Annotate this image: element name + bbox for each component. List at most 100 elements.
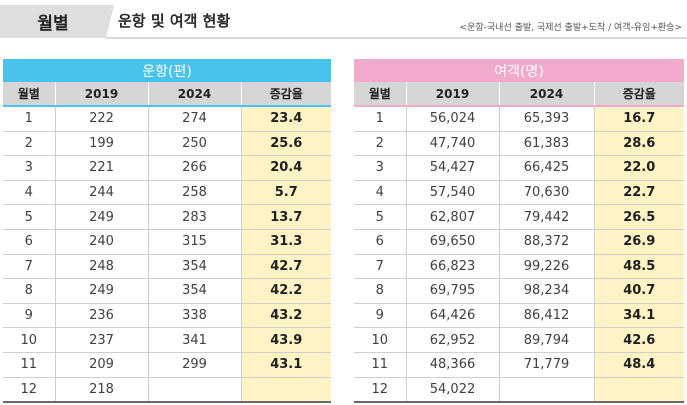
table-row: 12 218 (3, 377, 332, 404)
month-cell: 8 (3, 278, 55, 304)
value-2019-cell: 248 (54, 254, 148, 280)
table-row: 1 222 274 23.4 (3, 106, 332, 132)
month-cell: 9 (354, 303, 406, 329)
table-row: 11 209 299 43.1 (3, 352, 332, 378)
page-title: 운항 및 여객 현황 (118, 12, 231, 30)
value-2019-cell: 47,740 (405, 131, 499, 157)
value-2019-cell: 240 (54, 229, 148, 255)
table-row: 5 249 283 13.7 (3, 204, 332, 230)
column-header-2024: 2024 (498, 82, 594, 106)
value-2019-cell: 56,024 (405, 106, 499, 132)
value-2024-cell: 89,794 (498, 327, 594, 353)
operations-table-body: 1 222 274 23.4 2 199 250 25.6 3 221 266 20.4 4 244 258… (3, 106, 332, 404)
table-row: 12 54,022 (354, 377, 685, 404)
value-2019-cell: 249 (54, 278, 148, 304)
change-rate-cell: 16.7 (593, 106, 685, 132)
table-row: 10 237 341 43.9 (3, 327, 332, 353)
passengers-table-container: 여객(명) 월별 2019 2024 증감율 1 56,024 65,393 16.7… (354, 59, 685, 404)
value-2024-cell: 274 (147, 106, 241, 132)
value-2024-cell (147, 377, 241, 404)
change-rate-cell (240, 377, 332, 404)
change-rate-cell (593, 377, 685, 404)
value-2019-cell: 236 (54, 303, 148, 329)
value-2019-cell: 69,795 (405, 278, 499, 304)
value-2024-cell: 61,383 (498, 131, 594, 157)
table-row: 2 47,740 61,383 28.6 (354, 131, 685, 157)
column-header-2019: 2019 (405, 82, 499, 106)
table-row: 2 199 250 25.6 (3, 131, 332, 157)
value-2019-cell: 199 (54, 131, 148, 157)
table-row: 8 69,795 98,234 40.7 (354, 278, 685, 304)
change-rate-cell: 43.1 (240, 352, 332, 378)
month-cell: 4 (354, 180, 406, 206)
change-rate-cell: 42.2 (240, 278, 332, 304)
month-cell: 6 (3, 229, 55, 255)
column-header-change-rate: 증감율 (593, 82, 685, 106)
month-cell: 7 (354, 254, 406, 280)
column-header-change-rate: 증감율 (240, 82, 332, 106)
month-cell: 7 (3, 254, 55, 280)
change-rate-cell: 28.6 (593, 131, 685, 157)
change-rate-cell: 22.7 (593, 180, 685, 206)
table-row: 4 57,540 70,630 22.7 (354, 180, 685, 206)
table-row: 3 54,427 66,425 22.0 (354, 155, 685, 181)
value-2024-cell: 71,779 (498, 352, 594, 378)
value-2024-cell: 341 (147, 327, 241, 353)
value-2024-cell: 79,442 (498, 204, 594, 230)
value-2019-cell: 57,540 (405, 180, 499, 206)
value-2019-cell: 69,650 (405, 229, 499, 255)
change-rate-cell: 26.5 (593, 204, 685, 230)
change-rate-cell: 34.1 (593, 303, 685, 329)
month-cell: 6 (354, 229, 406, 255)
passengers-table-body: 1 56,024 65,393 16.7 2 47,740 61,383 28.6 3 54,42… (354, 106, 685, 404)
month-cell: 8 (354, 278, 406, 304)
section-tab: 월별 (0, 5, 106, 38)
table-row: 7 248 354 42.7 (3, 254, 332, 280)
change-rate-cell: 48.4 (593, 352, 685, 378)
month-cell: 1 (354, 106, 406, 132)
table-row: 9 236 338 43.2 (3, 303, 332, 329)
change-rate-cell: 5.7 (240, 180, 332, 206)
month-cell: 12 (354, 377, 406, 404)
value-2019-cell: 222 (54, 106, 148, 132)
change-rate-cell: 43.9 (240, 327, 332, 353)
page-header: 월별 운항 및 여객 현황 <운항-국내선 출발, 국제선 출발+도착 / 여객… (0, 0, 687, 48)
header-divider (106, 37, 687, 39)
value-2024-cell: 86,412 (498, 303, 594, 329)
value-2019-cell: 249 (54, 204, 148, 230)
value-2019-cell: 48,366 (405, 352, 499, 378)
value-2019-cell: 64,426 (405, 303, 499, 329)
change-rate-cell: 42.6 (593, 327, 685, 353)
change-rate-cell: 43.2 (240, 303, 332, 329)
value-2024-cell: 354 (147, 278, 241, 304)
month-cell: 12 (3, 377, 55, 404)
month-cell: 9 (3, 303, 55, 329)
value-2024-cell: 65,393 (498, 106, 594, 132)
column-header-month: 월별 (354, 82, 406, 106)
value-2019-cell: 54,427 (405, 155, 499, 181)
value-2024-cell: 66,425 (498, 155, 594, 181)
change-rate-cell: 13.7 (240, 204, 332, 230)
change-rate-cell: 40.7 (593, 278, 685, 304)
column-header-2024: 2024 (147, 82, 241, 106)
value-2019-cell: 54,022 (405, 377, 499, 404)
value-2019-cell: 209 (54, 352, 148, 378)
value-2024-cell: 98,234 (498, 278, 594, 304)
month-cell: 4 (3, 180, 55, 206)
table-row: 3 221 266 20.4 (3, 155, 332, 181)
value-2019-cell: 237 (54, 327, 148, 353)
change-rate-cell: 22.0 (593, 155, 685, 181)
table-row: 6 240 315 31.3 (3, 229, 332, 255)
month-cell: 10 (354, 327, 406, 353)
value-2019-cell: 244 (54, 180, 148, 206)
change-rate-cell: 31.3 (240, 229, 332, 255)
value-2024-cell: 99,226 (498, 254, 594, 280)
table-row: 8 249 354 42.2 (3, 278, 332, 304)
value-2024-cell: 88,372 (498, 229, 594, 255)
change-rate-cell: 26.9 (593, 229, 685, 255)
table-row: 1 56,024 65,393 16.7 (354, 106, 685, 132)
value-2019-cell: 221 (54, 155, 148, 181)
value-2019-cell: 62,807 (405, 204, 499, 230)
section-tab-fold (106, 5, 114, 38)
value-2019-cell: 218 (54, 377, 148, 404)
